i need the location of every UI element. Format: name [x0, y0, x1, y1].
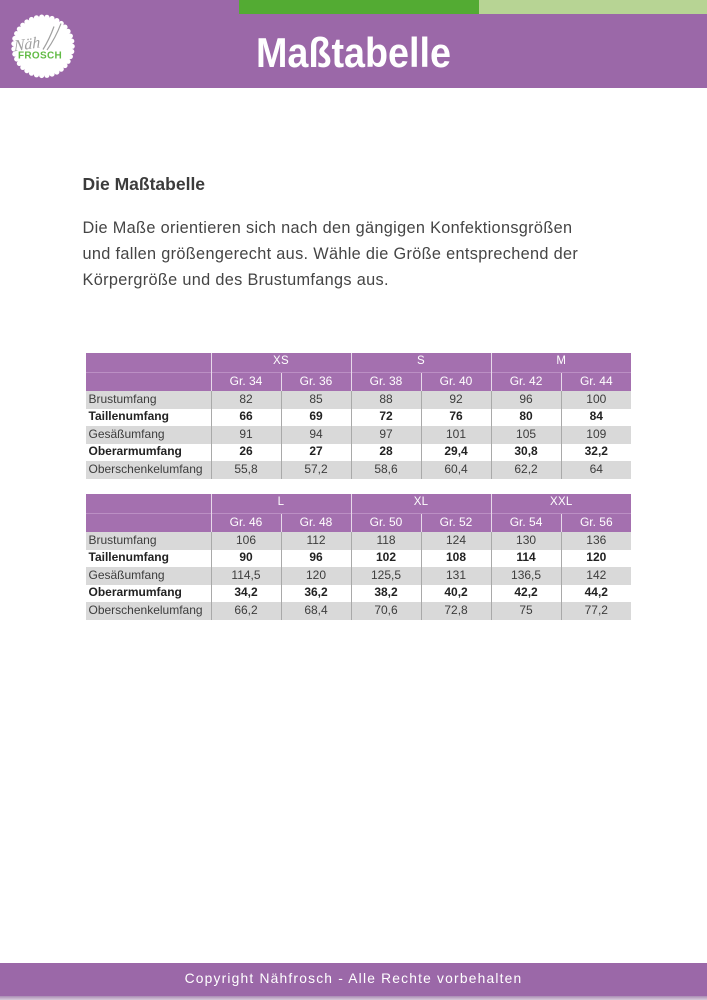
svg-text:Näh: Näh	[13, 34, 41, 55]
svg-text:Maßtabelle: Maßtabelle	[256, 29, 451, 76]
svg-text:FROSCH: FROSCH	[18, 51, 62, 62]
